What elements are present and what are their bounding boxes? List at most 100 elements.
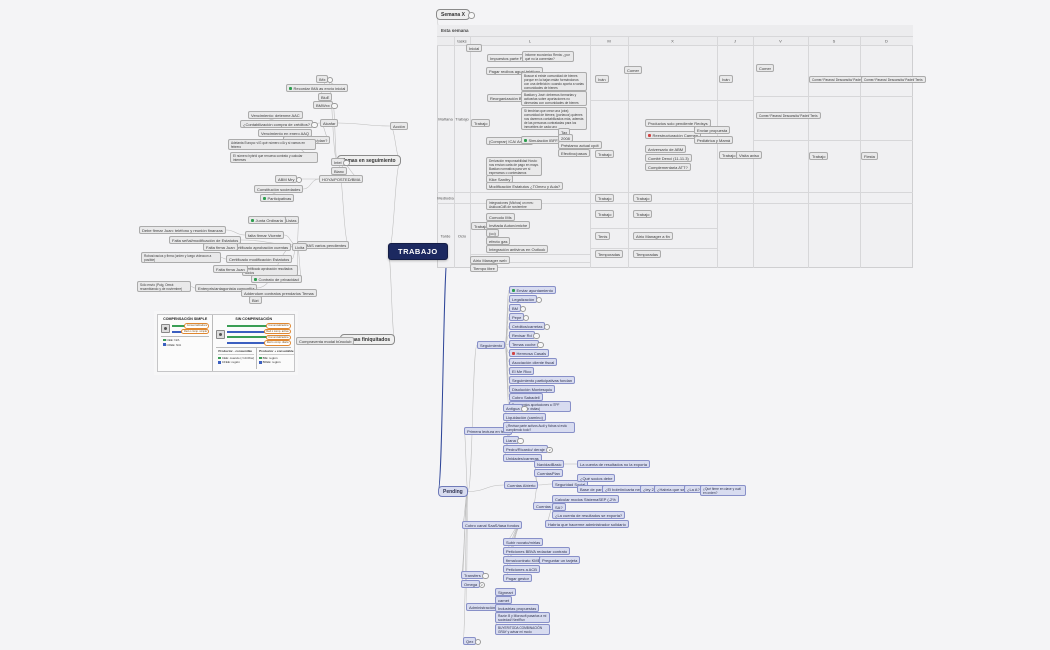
mindmap-node-hadmin[interactable]: Habría que hacerme administrador solidar… bbox=[545, 520, 629, 528]
mindmap-node-adelanta[interactable]: Adelanta Europa: v/G qué número c/A y si… bbox=[228, 139, 316, 150]
mindmap-node-ctaexp[interactable]: ¿La cuenta de resultados se exporta? bbox=[552, 511, 626, 519]
mindmap-node-cabierto[interactable]: Cuentas Abierto bbox=[504, 481, 539, 489]
mindmap-node-reest[interactable]: Reestructuración Carmen bbox=[645, 131, 702, 139]
mindmap-node-seguim[interactable]: Seguimiento bbox=[477, 341, 506, 349]
collapse-badge[interactable] bbox=[533, 332, 540, 340]
mindmap-node-qex[interactable]: Qex bbox=[463, 637, 482, 646]
collapse-badge[interactable]: 2 bbox=[478, 581, 486, 589]
mindmap-node-para3[interactable]: Si tendrían que crear una (otra) comunid… bbox=[521, 107, 587, 130]
mindmap-node-accion[interactable]: Acción bbox=[390, 122, 409, 130]
mindmap-node-c3[interactable]: firma/contrato KMB bbox=[503, 556, 544, 564]
mindmap-node-ivanm[interactable]: Iván bbox=[595, 75, 609, 83]
mindmap-node-wkdv[interactable]: Comer/ Paseos/ Descansito/ Padel/ Tenis bbox=[756, 112, 821, 119]
mindmap-node-d5[interactable]: BUYER/TODA COMBINACIÓN GRAY y avisar mi … bbox=[495, 624, 550, 635]
mindmap-node-robos[interactable]: Robos/vacíos y firma (orden y luego vide… bbox=[141, 252, 221, 263]
mindmap-node-bmwxx[interactable]: BMWxx bbox=[313, 101, 338, 110]
mindmap-node-s1[interactable]: Enviar ayuntamiento bbox=[509, 286, 556, 294]
mindmap-node-s12[interactable]: Disolución Montesquiu bbox=[509, 385, 556, 393]
mindmap-node-debef[interactable]: Debe firmar Juan: teléfono y reunión fin… bbox=[139, 226, 226, 234]
mindmap-node-invitada[interactable]: Invitada Autonómiche bbox=[486, 221, 531, 229]
collapse-badge[interactable] bbox=[521, 405, 528, 413]
collapse-badge[interactable] bbox=[295, 176, 303, 184]
mindmap-node-envprop[interactable]: Enviar propuesta bbox=[694, 126, 731, 134]
mindmap-node-bizt[interactable]: Bizt bbox=[249, 296, 262, 304]
mindmap-node-recordar[interactable]: Recordar IMA as envío inicial bbox=[286, 84, 349, 92]
mindmap-node-d3[interactable]: Industrias propuestas bbox=[495, 604, 540, 612]
mindmap-node-anivers[interactable]: Aniversario de ABM bbox=[645, 145, 687, 153]
mindmap-node-trab3m[interactable]: Trabajo bbox=[595, 210, 615, 218]
mindmap-node-navres[interactable]: La cuenta de resultados no la exporta bbox=[577, 460, 650, 468]
mindmap-node-calc[interactable]: Calcular modos SistemaSEP (-2% bbox=[552, 495, 619, 503]
collapse-badge[interactable]: 2 bbox=[546, 446, 553, 454]
mindmap-node-trabs[interactable]: Trabajo bbox=[809, 152, 829, 160]
mindmap-node-s8[interactable]: Hermosa Casals bbox=[509, 349, 550, 357]
mindmap-node-cuentas2[interactable]: Cuentas bbox=[533, 502, 559, 511]
branch-topic-b4[interactable]: Pending bbox=[438, 486, 468, 498]
mindmap-node-comerv[interactable]: Comer bbox=[756, 64, 775, 72]
mindmap-node-inicial[interactable]: Inicial bbox=[466, 44, 483, 52]
mindmap-node-alcafar[interactable]: Alcafar bbox=[320, 119, 339, 127]
mindmap-node-a2[interactable]: Liquidación (camino) bbox=[503, 413, 546, 421]
mindmap-node-ffj2[interactable]: Falta firma Juan bbox=[213, 265, 248, 273]
mindmap-node-certc[interactable]: Certificado aprobación cuentas bbox=[230, 243, 292, 251]
mindmap-node-prest[interactable]: Préstamo actual cpdt bbox=[558, 141, 602, 149]
mindmap-node-cplan[interactable]: CuentasPlan bbox=[534, 469, 563, 477]
mindmap-node-atriofin[interactable]: Atrio Manager a fin bbox=[633, 232, 673, 240]
mindmap-node-a5[interactable]: Pedro/Ricardo/ deraje 2 bbox=[503, 445, 553, 454]
mindmap-node-s3[interactable]: BM bbox=[509, 304, 526, 313]
mindmap-node-sa[interactable]: SA? bbox=[552, 503, 566, 511]
mindmap-node-d4[interactable]: Razón B y Microsoft pasarlas a mi socied… bbox=[495, 612, 550, 623]
mindmap-node-tlibre[interactable]: Tiempo libre bbox=[470, 264, 498, 272]
mindmap-node-deriv[interactable]: Derivación responsabilidad Hosto: nos en… bbox=[486, 157, 542, 176]
collapse-badge[interactable] bbox=[468, 12, 475, 19]
mindmap-node-abm[interactable]: ABM Mry bbox=[275, 175, 303, 184]
mindmap-node-ttr1[interactable]: Trabajo bbox=[471, 119, 491, 127]
mindmap-node-efecto[interactable]: efecto gas bbox=[486, 237, 511, 245]
collapse-badge[interactable] bbox=[326, 76, 334, 84]
mindmap-node-s7[interactable]: Temas coche bbox=[509, 340, 544, 349]
mindmap-node-junta[interactable]: Junta Ordinaria bbox=[248, 216, 286, 224]
collapse-badge[interactable] bbox=[311, 121, 318, 129]
collapse-badge[interactable] bbox=[537, 341, 544, 349]
mindmap-node-senvio[interactable]: Sólo envío (Puig, Omrá: recambiando y de… bbox=[137, 281, 191, 292]
mindmap-node-hoya[interactable]: HOYA/POSTED/BMA bbox=[319, 175, 364, 183]
mindmap-node-intel[interactable]: Intel bbox=[331, 158, 350, 167]
mindmap-node-comerx[interactable]: Comer bbox=[624, 66, 643, 74]
mindmap-node-pediat[interactable]: Pediátrica y Mamá bbox=[694, 136, 734, 144]
mindmap-node-trab2m[interactable]: Trabajo bbox=[595, 194, 615, 202]
mindmap-node-s4[interactable]: Pepe bbox=[509, 313, 530, 322]
mindmap-node-d2[interactable]: carnet bbox=[495, 596, 513, 604]
mindmap-node-ivanj[interactable]: Iván bbox=[719, 75, 733, 83]
mindmap-node-firme[interactable]: ¿Qué firme en clave y cuál en orden? bbox=[700, 485, 746, 496]
mindmap-node-para2[interactable]: Bastian y José: debemos formarlas y acti… bbox=[521, 91, 587, 106]
mindmap-node-fvic[interactable]: falta firmar Vicente bbox=[245, 231, 285, 239]
mindmap-node-d1[interactable]: Signeart bbox=[495, 588, 516, 596]
mindmap-node-efect[interactable]: Efectivo/pasos bbox=[558, 149, 591, 157]
collapse-badge[interactable] bbox=[331, 102, 338, 110]
mindmap-node-comprav[interactable]: Compraventa modal büroclub bbox=[296, 337, 355, 345]
collapse-badge[interactable] bbox=[343, 159, 350, 167]
mindmap-node-imx[interactable]: IMx bbox=[316, 75, 334, 84]
mindmap-node-certm[interactable]: Certificado modificación Estatutos bbox=[226, 255, 293, 263]
mindmap-node-tempm[interactable]: Temporadas bbox=[595, 250, 624, 258]
mindmap-node-prods[interactable]: Productos solo pendiente Redsys bbox=[645, 119, 711, 127]
mindmap-node-hybrid[interactable]: El número hybrid que renueva contrato y … bbox=[230, 152, 318, 163]
mindmap-node-blue[interactable]: BluE bbox=[318, 93, 333, 101]
collapse-badge[interactable] bbox=[535, 296, 543, 304]
mindmap-node-socios[interactable]: ¿Qué socios debe bbox=[577, 474, 616, 482]
mindmap-node-nav[interactable]: NavidadBasic bbox=[534, 460, 565, 468]
mindmap-node-fiesta[interactable]: Fiesta bbox=[861, 152, 878, 160]
mindmap-node-wkdd[interactable]: Comer/ Paseos/ Descansito/ Padel/ Tenis bbox=[861, 76, 926, 83]
mindmap-node-a1[interactable]: Antigua bbox=[503, 404, 528, 413]
mindmap-node-integr[interactable]: Integraciones (Michos) un mes: AsiduosCd… bbox=[486, 199, 542, 210]
collapse-badge[interactable] bbox=[474, 638, 482, 646]
mindmap-node-s5[interactable]: Créditos/carretas bbox=[509, 322, 551, 331]
mindmap-node-tenis[interactable]: Tenis bbox=[595, 232, 611, 240]
mindmap-node-informe[interactable]: Informe económico Renta: ¿por qué no la … bbox=[522, 51, 574, 62]
mindmap-node-cobro[interactable]: Cobro canal SaaS/tasa fondos bbox=[462, 521, 523, 529]
mindmap-node-c2[interactable]: Peticiones BBVA redactar contrato bbox=[503, 547, 571, 555]
mindmap-node-omega[interactable]: Omega 2 bbox=[461, 580, 486, 589]
collapse-badge[interactable] bbox=[517, 437, 524, 445]
mindmap-node-trab2x[interactable]: Trabajo bbox=[633, 194, 653, 202]
